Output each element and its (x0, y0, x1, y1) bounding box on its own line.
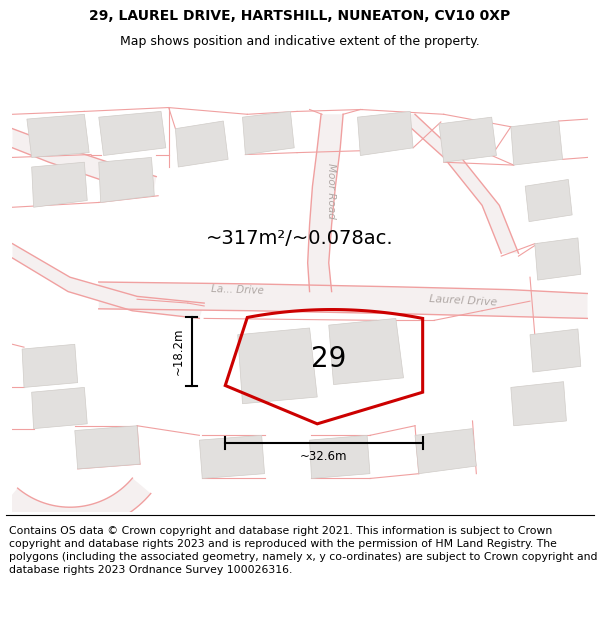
Polygon shape (525, 179, 572, 222)
Polygon shape (415, 429, 476, 474)
Text: ~32.6m: ~32.6m (300, 450, 348, 463)
Polygon shape (99, 158, 154, 202)
Text: Laurel Drive: Laurel Drive (428, 294, 497, 308)
Polygon shape (99, 111, 166, 156)
Text: 29: 29 (311, 344, 346, 372)
Polygon shape (396, 114, 518, 253)
Polygon shape (439, 117, 496, 162)
Polygon shape (329, 318, 403, 384)
Text: ~18.2m: ~18.2m (172, 328, 185, 375)
Polygon shape (13, 129, 156, 196)
Polygon shape (242, 111, 294, 154)
Text: ~317m²/~0.078ac.: ~317m²/~0.078ac. (206, 229, 394, 248)
Text: Map shows position and indicative extent of the property.: Map shows position and indicative extent… (120, 36, 480, 48)
Polygon shape (75, 426, 140, 469)
Polygon shape (530, 329, 581, 372)
Polygon shape (511, 121, 563, 165)
Text: Contains OS data © Crown copyright and database right 2021. This information is : Contains OS data © Crown copyright and d… (9, 526, 598, 575)
Text: 29, LAUREL DRIVE, HARTSHILL, NUNEATON, CV10 0XP: 29, LAUREL DRIVE, HARTSHILL, NUNEATON, C… (89, 9, 511, 23)
Polygon shape (358, 111, 413, 156)
Text: La... Drive: La... Drive (211, 284, 264, 296)
Polygon shape (238, 328, 317, 404)
Polygon shape (32, 388, 87, 429)
Polygon shape (175, 121, 228, 167)
Polygon shape (199, 436, 265, 479)
Polygon shape (310, 436, 370, 479)
Polygon shape (22, 344, 77, 388)
Polygon shape (99, 282, 587, 318)
Polygon shape (2, 478, 151, 531)
Polygon shape (27, 114, 89, 158)
Text: Moor Road: Moor Road (326, 163, 335, 219)
Polygon shape (511, 382, 566, 426)
Polygon shape (32, 162, 87, 208)
Polygon shape (13, 244, 204, 318)
Polygon shape (535, 238, 581, 280)
Polygon shape (308, 114, 343, 292)
